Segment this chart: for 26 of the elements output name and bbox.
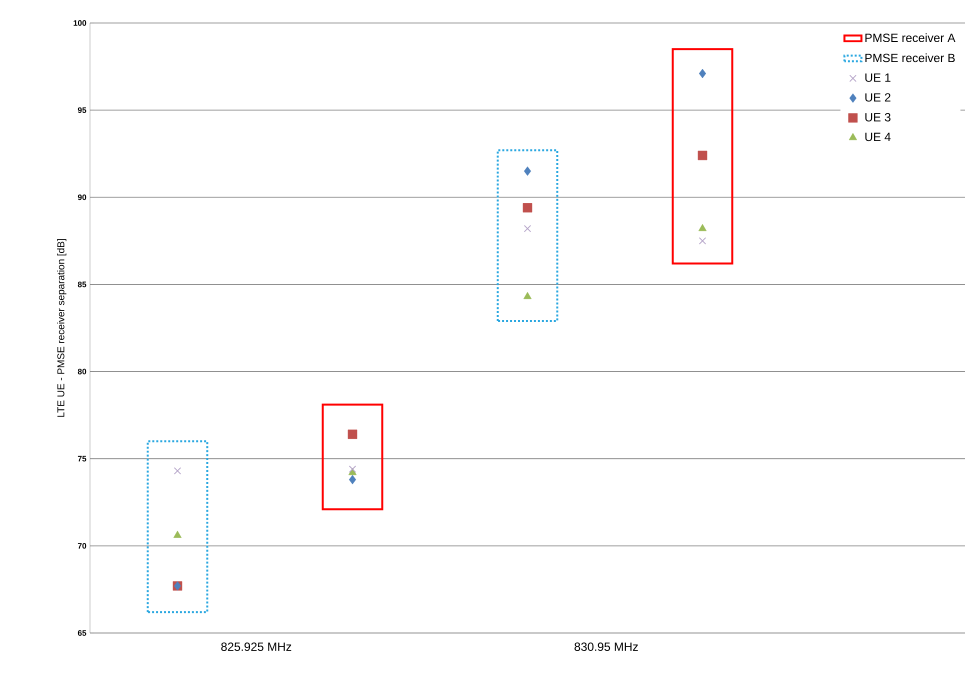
point <box>698 150 708 160</box>
bar <box>322 404 384 510</box>
legend-label: UE 3 <box>865 113 890 122</box>
bar <box>672 48 734 265</box>
point <box>698 224 707 232</box>
bar <box>146 440 208 614</box>
point <box>348 430 358 439</box>
legend-label: PMSE receiver B <box>865 53 955 62</box>
point <box>522 203 532 212</box>
point <box>524 225 532 232</box>
legend-label: UE 2 <box>865 93 890 102</box>
text: 825.925 MHz <box>221 642 292 651</box>
y-axis-title: LTE UE - PMSE receiver separation [dB] <box>57 239 66 417</box>
point <box>698 68 706 78</box>
point <box>348 474 356 484</box>
point <box>698 237 706 244</box>
legend-label: UE 1 <box>865 74 890 82</box>
legend-label: PMSE receiver A <box>865 33 956 42</box>
point <box>174 467 182 475</box>
point <box>523 292 532 300</box>
bar <box>496 149 558 322</box>
point <box>348 466 356 473</box>
legend-label: UE 4 <box>865 132 891 142</box>
text: 830.95 MHz <box>574 642 638 651</box>
point <box>524 166 532 176</box>
point <box>173 530 182 538</box>
